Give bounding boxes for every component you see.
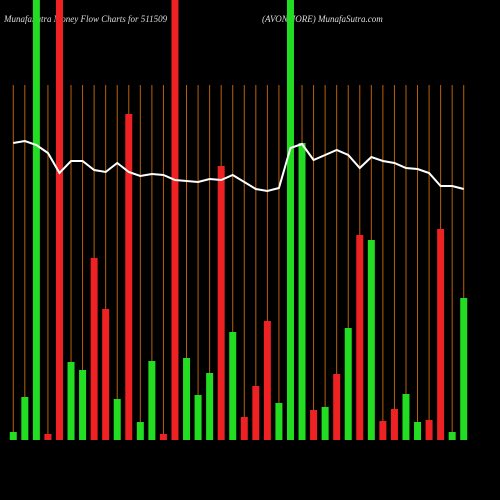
bar [159,434,167,440]
bar [136,422,144,440]
price-line [13,139,464,193]
bar [9,432,17,440]
bar [79,370,87,440]
bar [67,362,75,440]
bar [148,361,156,440]
bar [125,114,133,440]
bar [171,0,179,440]
bar [310,410,318,440]
bar [356,235,364,440]
bar [90,258,98,440]
bar [414,422,422,440]
bar [44,434,52,440]
bar [321,407,329,440]
bar [390,409,398,440]
bar [286,0,294,440]
bar [402,394,410,440]
bar [21,397,29,440]
bar [55,0,63,440]
bar [298,143,306,440]
bar [252,386,260,440]
bar [425,420,433,440]
bar [379,421,387,440]
bar [194,395,202,440]
chart-subtitle: (AVONMORE) MunafaSutra.com [262,14,383,24]
bar [102,309,110,440]
bar [240,417,248,440]
bar [183,358,191,440]
bar [217,166,225,440]
bar [113,399,121,440]
bar [437,229,445,440]
bar [460,298,468,440]
bar [206,373,214,440]
bar [263,321,271,440]
bar [229,332,237,440]
bar [448,432,456,440]
bar [367,240,375,440]
bar [32,0,40,440]
bar [333,374,341,440]
bar [344,328,352,440]
bar [275,403,283,440]
chart-title: MunafaSutra Money Flow Charts for 511509 [3,14,168,24]
